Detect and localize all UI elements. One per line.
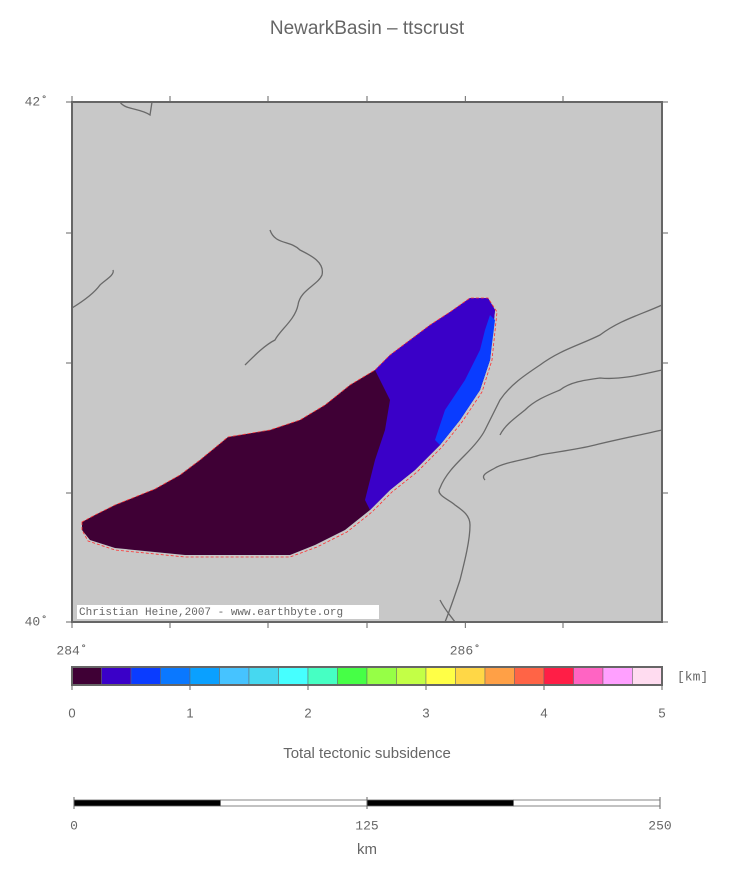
scalebar-tick-label: 125: [355, 818, 378, 833]
colorbar-swatch: [366, 666, 397, 686]
scalebar-segment: [220, 799, 368, 807]
colorbar-tick-label: 4: [540, 705, 547, 720]
scalebar-tick-label: 250: [648, 818, 671, 833]
lat-tick-label: 40˚: [25, 614, 48, 629]
colorbar-swatch: [307, 666, 338, 686]
colorbar-swatch: [278, 666, 309, 686]
scalebar-unit: km: [357, 841, 377, 858]
colorbar-tick-label: 3: [422, 705, 429, 720]
colorbar-swatch: [101, 666, 132, 686]
colorbar-swatch: [455, 666, 486, 686]
map-title: NewarkBasin – ttscrust: [270, 18, 465, 39]
colorbar-swatch: [543, 666, 574, 686]
credit-box: [77, 605, 379, 619]
scalebar-segment: [73, 799, 221, 807]
colorbar-swatch: [514, 666, 545, 686]
colorbar-swatch: [425, 666, 456, 686]
scalebar-segment: [513, 799, 661, 807]
colorbar-swatch: [484, 666, 515, 686]
scalebar-tick-label: 0: [70, 818, 78, 833]
lon-tick-label: 284˚: [56, 643, 87, 658]
colorbar-swatch: [632, 666, 663, 686]
scalebar-segment: [366, 799, 514, 807]
colorbar-tick-label: 2: [304, 705, 311, 720]
map-frame: [71, 101, 663, 623]
colorbar-swatch: [130, 666, 161, 686]
colorbar-swatch: [602, 666, 633, 686]
colorbar-frame: [71, 666, 663, 686]
colorbar-tick-label: 1: [186, 705, 193, 720]
colorbar-swatch: [219, 666, 250, 686]
colorbar-swatch: [189, 666, 220, 686]
colorbar-swatch: [160, 666, 191, 686]
colorbar-label: Total tectonic subsidence: [283, 745, 451, 762]
lon-tick-label: 286˚: [450, 643, 481, 658]
coastlines: [71, 101, 663, 623]
colorbar-swatch: [248, 666, 279, 686]
lat-tick-label: 42˚: [25, 94, 48, 109]
colorbar-swatch: [573, 666, 604, 686]
colorbar-swatch: [396, 666, 427, 686]
credit: Christian Heine,2007 - www.earthbyte.org: [79, 607, 343, 619]
basin: [81, 297, 498, 558]
colorbar-swatch: [337, 666, 368, 686]
colorbar-tick-label: 0: [68, 705, 75, 720]
colorbar-unit: [km]: [677, 669, 708, 684]
colorbar-tick-label: 5: [658, 705, 665, 720]
colorbar-swatch: [71, 666, 102, 686]
